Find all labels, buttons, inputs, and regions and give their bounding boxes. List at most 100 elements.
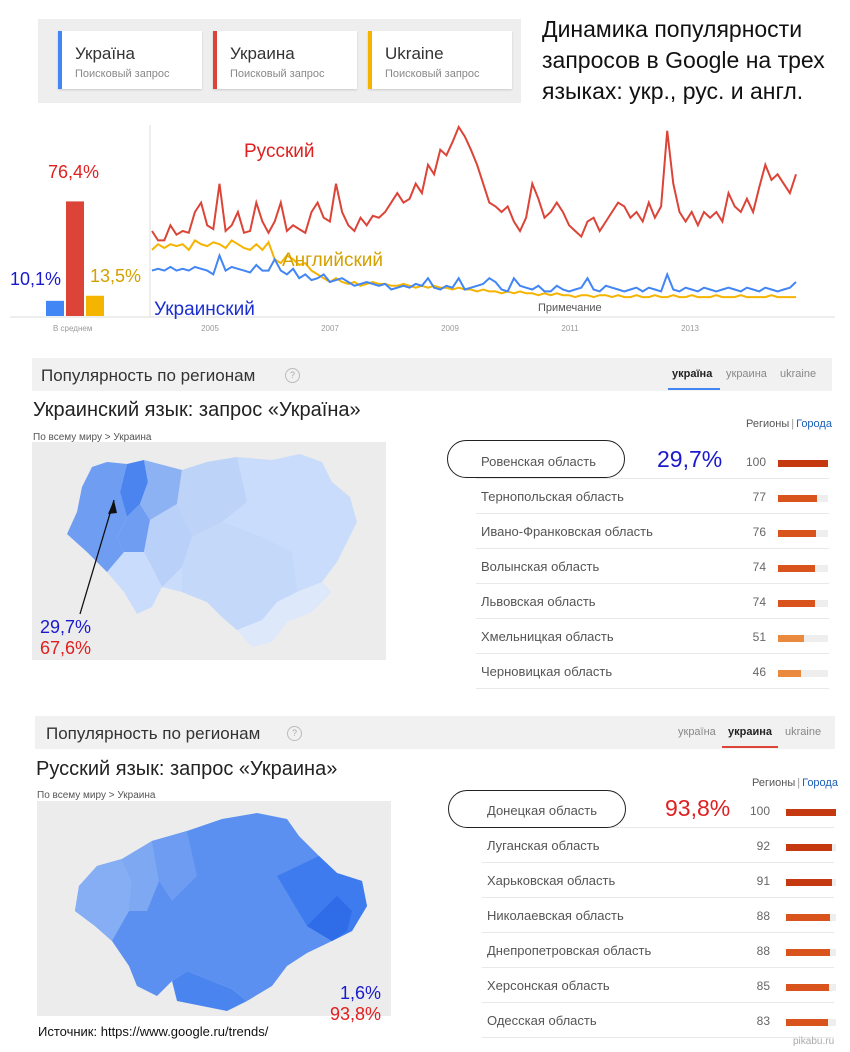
regions-link[interactable]: Регионы <box>752 777 796 789</box>
avg-axis-label: В среднем <box>53 324 92 333</box>
value-bar-track <box>778 495 828 502</box>
value-bar-fill <box>786 949 830 956</box>
table-row[interactable]: Ивано-Франковская область 76 <box>476 514 829 549</box>
region-value: 46 <box>752 665 766 679</box>
table-row[interactable]: Луганская область 92 <box>482 828 836 863</box>
value-bar-track <box>786 844 836 851</box>
region-value: 91 <box>756 874 770 888</box>
series-line <box>151 239 796 299</box>
term-color-bar <box>58 31 62 89</box>
x-tick-label: 2007 <box>321 324 339 333</box>
region-value: 77 <box>752 490 766 504</box>
source-note: Источник: https://www.google.ru/trends/ <box>38 1024 269 1039</box>
headline: Динамика популярности запросов в Google … <box>542 14 842 107</box>
region-value: 85 <box>756 979 770 993</box>
region-map[interactable] <box>37 801 391 1016</box>
x-tick-label: 2005 <box>201 324 219 333</box>
help-icon[interactable]: ? <box>287 726 302 741</box>
table-row[interactable]: Львовская область 74 <box>476 584 829 619</box>
x-tick-label: 2013 <box>681 324 699 333</box>
active-tab-underline <box>722 746 778 748</box>
tab-ukraine[interactable]: ukraine <box>780 368 817 380</box>
cities-link[interactable]: Города <box>802 777 838 789</box>
table-row[interactable]: Херсонская область 85 <box>482 968 836 1003</box>
map-note: 29,7% 67,6% <box>40 617 91 659</box>
chart-note: Примечание <box>538 302 602 314</box>
region-name: Николаевская область <box>487 908 624 923</box>
value-bar-track <box>786 809 836 816</box>
region-name: Одесская область <box>487 1013 597 1028</box>
region-name: Харьковская область <box>487 873 616 888</box>
headline-line: Динамика популярности <box>542 16 803 42</box>
average-bar[interactable] <box>66 201 84 316</box>
tab-ukraine[interactable]: ukraine <box>785 726 822 738</box>
value-bar-fill <box>786 914 830 921</box>
value-bar-fill <box>778 495 817 502</box>
breadcrumb: По всему миру > Украина <box>37 790 156 801</box>
term-card-english[interactable]: Ukraine Поисковый запрос <box>368 31 512 89</box>
region-name: Волынская область <box>481 559 600 574</box>
section-heading: Русский язык: запрос «Украина» <box>36 758 338 780</box>
active-tab-underline <box>668 388 720 390</box>
region-value: 100 <box>745 455 766 469</box>
term-name: Украина <box>230 44 295 63</box>
value-bar-fill <box>778 565 815 572</box>
value-bar-fill <box>786 879 832 886</box>
region-map[interactable] <box>32 442 386 660</box>
region-value: 88 <box>756 944 770 958</box>
highlight-percent: 93,8% <box>665 795 731 821</box>
table-row[interactable]: Хмельницкая область 51 <box>476 619 829 654</box>
term-name: Україна <box>75 44 135 63</box>
table-row[interactable]: Николаевская область 88 <box>482 898 836 933</box>
region-name: Луганская область <box>487 838 600 853</box>
term-card-russian[interactable]: Украина Поисковый запрос <box>213 31 357 89</box>
region-value: 88 <box>756 909 770 923</box>
region-value: 76 <box>752 525 766 539</box>
table-row[interactable]: Волынская область 74 <box>476 549 829 584</box>
table-row[interactable]: Днепропетровская область 88 <box>482 933 836 968</box>
value-bar-track <box>786 879 836 886</box>
value-bar-track <box>778 460 828 467</box>
map-note-pct2: 67,6% <box>40 638 92 658</box>
breadcrumb: По всему миру > Украина <box>33 432 152 443</box>
value-bar-track <box>786 984 836 991</box>
tab-украина[interactable]: украина <box>726 368 767 380</box>
ukraine-map <box>67 454 357 647</box>
view-toggle: Регионы | Города <box>752 777 838 789</box>
region-name: Херсонская область <box>487 978 610 993</box>
average-bar[interactable] <box>86 295 104 316</box>
table-row[interactable]: Ровенская область 100 <box>476 444 829 479</box>
table-row[interactable]: Донецкая область 100 <box>482 793 836 828</box>
series-line <box>151 252 797 293</box>
tab-україна[interactable]: україна <box>672 368 713 380</box>
table-row[interactable]: Тернопольская область 77 <box>476 479 829 514</box>
term-card-ukrainian[interactable]: Україна Поисковый запрос <box>58 31 202 89</box>
value-bar-track <box>786 1019 836 1026</box>
regions-link[interactable]: Регионы <box>746 418 790 430</box>
section-title: Популярность по регионам <box>41 366 256 385</box>
region-value: 100 <box>749 804 770 818</box>
tab-україна[interactable]: україна <box>678 726 716 738</box>
region-name: Ивано-Франковская область <box>481 524 653 539</box>
search-terms-panel: Україна Поисковый запрос Украина Поисков… <box>38 19 521 103</box>
help-icon[interactable]: ? <box>285 368 300 383</box>
average-bar[interactable] <box>46 300 64 316</box>
region-value: 74 <box>752 595 766 609</box>
value-bar-fill <box>778 460 828 467</box>
headline-line: запросов в Google на трех <box>542 47 825 73</box>
value-bar-fill <box>786 844 832 851</box>
value-bar-track <box>778 670 828 677</box>
term-type: Поисковый запрос <box>385 68 480 80</box>
cities-link[interactable]: Города <box>796 418 832 430</box>
highlight-oval <box>447 440 625 478</box>
value-bar-fill <box>786 984 829 991</box>
region-name: Ровенская область <box>481 454 596 469</box>
table-row[interactable]: Одесская область 83 <box>482 1003 836 1038</box>
tab-украина[interactable]: украина <box>728 726 772 738</box>
value-bar-track <box>786 914 836 921</box>
table-row[interactable]: Харьковская область 91 <box>482 863 836 898</box>
value-bar-track <box>778 600 828 607</box>
map-note-pct1: 29,7% <box>40 617 92 637</box>
region-name: Хмельницкая область <box>481 629 614 644</box>
table-row[interactable]: Черновицкая область 46 <box>476 654 829 689</box>
